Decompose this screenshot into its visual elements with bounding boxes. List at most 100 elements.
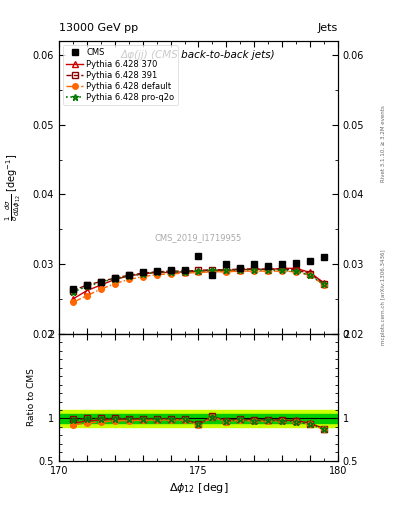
Pythia 6.428 391 <box>322 281 327 287</box>
Pythia 6.428 370 <box>127 273 131 279</box>
Pythia 6.428 default <box>154 271 159 278</box>
Pythia 6.428 default <box>112 281 117 287</box>
CMS <box>182 267 187 273</box>
Pythia 6.428 default <box>266 268 271 274</box>
Pythia 6.428 370 <box>196 268 201 274</box>
Pythia 6.428 default <box>168 271 173 277</box>
Line: CMS: CMS <box>70 253 327 291</box>
Pythia 6.428 370 <box>252 266 257 272</box>
Pythia 6.428 pro-q2o <box>140 271 145 277</box>
CMS <box>196 253 201 259</box>
Pythia 6.428 pro-q2o <box>280 267 285 273</box>
Text: 13000 GeV pp: 13000 GeV pp <box>59 23 138 33</box>
Line: Pythia 6.428 370: Pythia 6.428 370 <box>70 266 327 302</box>
Pythia 6.428 pro-q2o <box>99 279 103 285</box>
Pythia 6.428 pro-q2o <box>210 267 215 273</box>
Pythia 6.428 391 <box>154 269 159 275</box>
Pythia 6.428 default <box>322 282 327 288</box>
Y-axis label: Ratio to CMS: Ratio to CMS <box>27 369 36 426</box>
Text: Δφ(jj) (CMS back-to-back jets): Δφ(jj) (CMS back-to-back jets) <box>121 50 276 60</box>
Legend: CMS, Pythia 6.428 370, Pythia 6.428 391, Pythia 6.428 default, Pythia 6.428 pro-: CMS, Pythia 6.428 370, Pythia 6.428 391,… <box>63 45 178 105</box>
CMS <box>280 261 285 267</box>
CMS <box>127 271 131 278</box>
Pythia 6.428 default <box>127 276 131 283</box>
Pythia 6.428 370 <box>308 269 312 275</box>
Pythia 6.428 391 <box>84 282 89 288</box>
CMS <box>210 271 215 278</box>
Pythia 6.428 370 <box>280 265 285 271</box>
CMS <box>168 267 173 273</box>
Pythia 6.428 370 <box>224 267 229 273</box>
Pythia 6.428 370 <box>210 267 215 273</box>
Text: Rivet 3.1.10, ≥ 3.2M events: Rivet 3.1.10, ≥ 3.2M events <box>381 105 386 182</box>
Pythia 6.428 391 <box>127 272 131 279</box>
Pythia 6.428 default <box>99 286 103 292</box>
Pythia 6.428 pro-q2o <box>196 268 201 274</box>
Pythia 6.428 default <box>308 272 312 279</box>
CMS <box>84 282 89 288</box>
Pythia 6.428 default <box>182 270 187 276</box>
CMS <box>99 279 103 285</box>
Text: Jets: Jets <box>318 23 338 33</box>
Pythia 6.428 370 <box>71 296 75 302</box>
CMS <box>154 268 159 274</box>
Pythia 6.428 391 <box>280 266 285 272</box>
Line: Pythia 6.428 391: Pythia 6.428 391 <box>70 266 327 293</box>
Pythia 6.428 default <box>84 292 89 298</box>
CMS <box>308 258 312 264</box>
X-axis label: $\Delta\phi_{12}$ [deg]: $\Delta\phi_{12}$ [deg] <box>169 481 228 495</box>
Pythia 6.428 default <box>196 269 201 275</box>
Pythia 6.428 391 <box>224 267 229 273</box>
Line: Pythia 6.428 default: Pythia 6.428 default <box>70 268 327 305</box>
Pythia 6.428 pro-q2o <box>308 272 312 279</box>
Pythia 6.428 370 <box>154 269 159 275</box>
Pythia 6.428 default <box>71 300 75 306</box>
Pythia 6.428 pro-q2o <box>71 289 75 295</box>
CMS <box>71 286 75 292</box>
CMS <box>252 261 257 267</box>
Pythia 6.428 pro-q2o <box>294 268 299 274</box>
Pythia 6.428 370 <box>266 267 271 273</box>
Pythia 6.428 pro-q2o <box>84 283 89 289</box>
Pythia 6.428 pro-q2o <box>112 275 117 282</box>
CMS <box>224 261 229 267</box>
Bar <box>59 410 338 427</box>
Pythia 6.428 default <box>224 269 229 275</box>
Pythia 6.428 default <box>280 268 285 274</box>
Text: CMS_2019_I1719955: CMS_2019_I1719955 <box>155 233 242 242</box>
Y-axis label: $\frac{1}{\sigma}\frac{d\sigma}{d\Delta\phi_{12}}$ [deg$^{-1}$]: $\frac{1}{\sigma}\frac{d\sigma}{d\Delta\… <box>3 154 23 221</box>
CMS <box>322 254 327 260</box>
Pythia 6.428 370 <box>294 265 299 271</box>
Pythia 6.428 391 <box>99 279 103 285</box>
Pythia 6.428 370 <box>99 282 103 288</box>
Pythia 6.428 pro-q2o <box>182 269 187 275</box>
Pythia 6.428 391 <box>112 275 117 281</box>
Pythia 6.428 391 <box>168 268 173 274</box>
Pythia 6.428 370 <box>112 276 117 283</box>
Pythia 6.428 370 <box>182 269 187 275</box>
Line: Pythia 6.428 pro-q2o: Pythia 6.428 pro-q2o <box>70 266 327 295</box>
Pythia 6.428 391 <box>252 266 257 272</box>
Pythia 6.428 pro-q2o <box>238 267 243 273</box>
Pythia 6.428 391 <box>182 268 187 274</box>
Pythia 6.428 391 <box>294 267 299 273</box>
Pythia 6.428 default <box>210 269 215 275</box>
Pythia 6.428 pro-q2o <box>224 267 229 273</box>
Pythia 6.428 370 <box>322 280 327 286</box>
Pythia 6.428 default <box>140 273 145 280</box>
Pythia 6.428 pro-q2o <box>154 269 159 275</box>
Pythia 6.428 391 <box>238 266 243 272</box>
Pythia 6.428 default <box>294 269 299 275</box>
Pythia 6.428 pro-q2o <box>322 281 327 287</box>
Pythia 6.428 391 <box>210 267 215 273</box>
Pythia 6.428 391 <box>140 270 145 276</box>
Text: mcplots.cern.ch [arXiv:1306.3436]: mcplots.cern.ch [arXiv:1306.3436] <box>381 249 386 345</box>
Pythia 6.428 391 <box>266 266 271 272</box>
Pythia 6.428 370 <box>84 288 89 294</box>
Pythia 6.428 391 <box>308 271 312 277</box>
Pythia 6.428 pro-q2o <box>168 269 173 275</box>
CMS <box>294 261 299 267</box>
Pythia 6.428 391 <box>71 288 75 294</box>
Pythia 6.428 391 <box>196 267 201 273</box>
Pythia 6.428 default <box>252 268 257 274</box>
